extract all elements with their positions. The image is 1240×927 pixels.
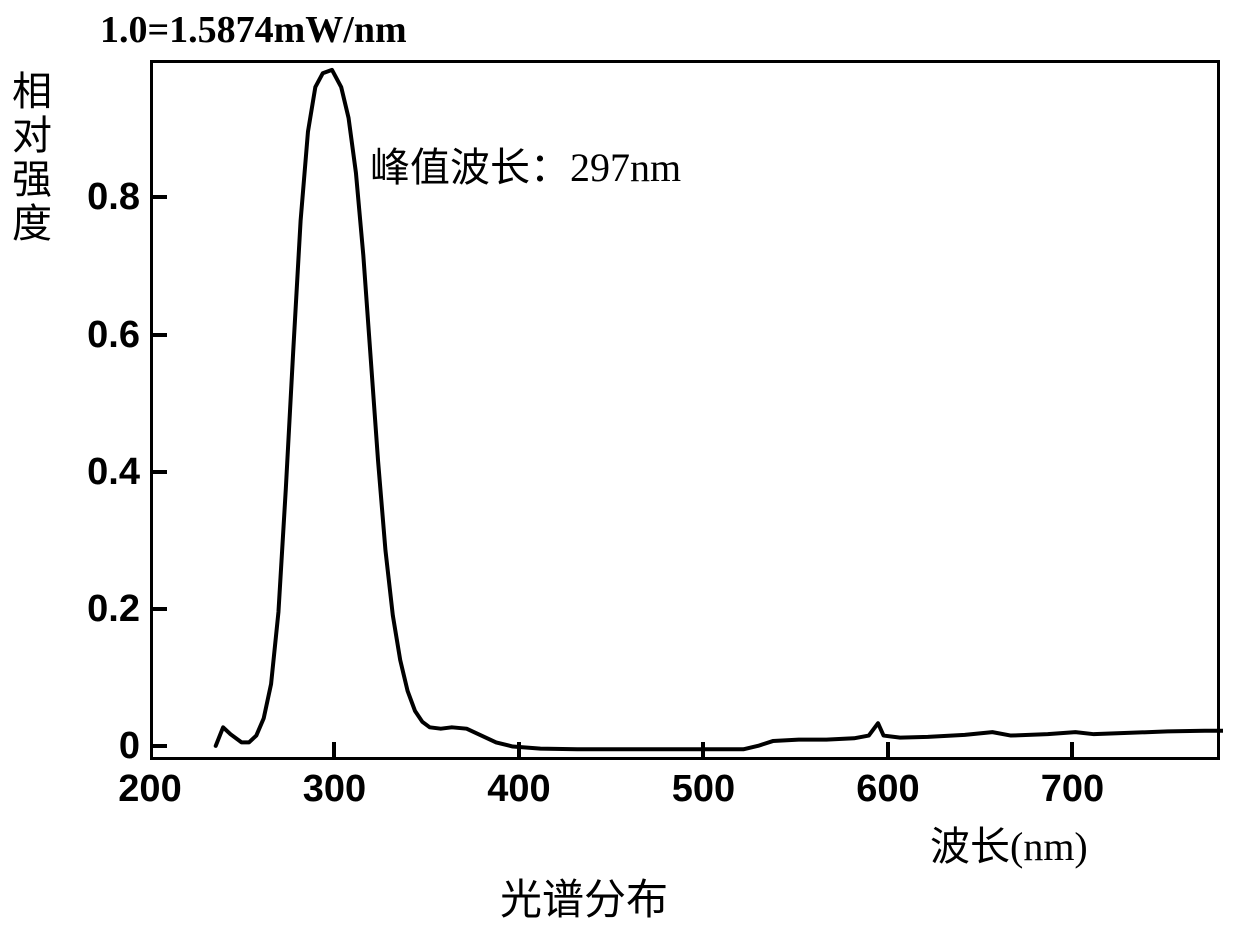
x-tick-label: 500 [663, 768, 743, 811]
peak-annotation: 峰值波长：297nm [370, 135, 681, 193]
spectrum-path [216, 70, 1223, 749]
y-tick [153, 470, 167, 474]
y-tick [153, 744, 167, 748]
y-tick-label: 0.4 [87, 451, 140, 494]
x-tick-label: 400 [479, 768, 559, 811]
y-axis-label: 相 对 强 度 [12, 70, 52, 246]
plot-area [150, 60, 1220, 760]
x-tick [886, 742, 890, 760]
x-tick [332, 742, 336, 760]
x-tick [517, 742, 521, 760]
x-axis-label: 波长(nm) [930, 814, 1088, 872]
ylabel-char: 强 [12, 158, 52, 202]
spectrum-curve [153, 63, 1223, 763]
ylabel-char: 度 [12, 202, 52, 246]
y-tick-label: 0.2 [87, 588, 140, 631]
y-tick-label: 0.6 [87, 314, 140, 357]
x-tick [701, 742, 705, 760]
y-tick [153, 607, 167, 611]
y-tick [153, 195, 167, 199]
y-tick [153, 333, 167, 337]
x-tick [1070, 742, 1074, 760]
ylabel-char: 相 [12, 70, 52, 114]
y-tick-label: 0.8 [87, 176, 140, 219]
x-tick-label: 300 [294, 768, 374, 811]
ylabel-char: 对 [12, 114, 52, 158]
scale-title: 1.0=1.5874mW/nm [100, 8, 407, 52]
y-tick-label: 0 [119, 725, 140, 768]
x-tick-label: 600 [848, 768, 928, 811]
x-tick-label: 200 [110, 768, 190, 811]
chart-title: 光谱分布 [500, 866, 668, 927]
x-tick-label: 700 [1032, 768, 1112, 811]
